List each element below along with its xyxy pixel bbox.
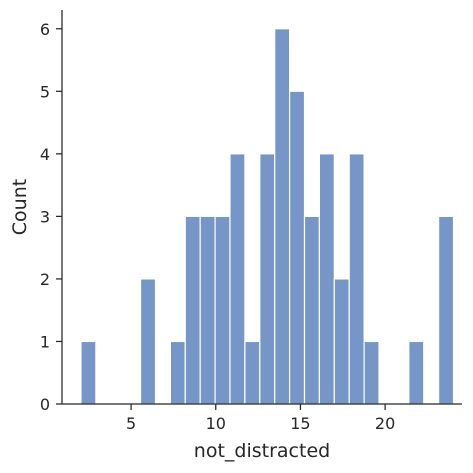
histogram-bar-16 [318, 153, 335, 405]
histogram-bar-8 [199, 215, 216, 405]
y-axis-title: Count [9, 179, 31, 235]
histogram-bar-0 [80, 340, 97, 405]
histogram-bar-12 [259, 153, 276, 405]
x-tick-label: 10 [206, 414, 226, 433]
histogram-bar-14 [289, 90, 306, 405]
histogram-bar-15 [303, 215, 321, 405]
x-tick-label: 20 [375, 414, 395, 433]
histogram-bar-7 [184, 215, 201, 405]
x-tick-label: 15 [290, 414, 310, 433]
histogram-bar-22 [408, 340, 425, 405]
y-tick-label: 2 [40, 270, 50, 289]
histogram-bar-11 [244, 340, 261, 405]
y-axis-ticks: 0 1 2 3 4 5 6 [40, 20, 62, 414]
histogram-bar-13 [274, 28, 291, 405]
histogram-bar-18 [348, 153, 365, 405]
x-axis-ticks: 5 10 15 20 [126, 404, 395, 433]
y-tick-label: 6 [40, 20, 50, 39]
histogram-bar-17 [333, 278, 350, 405]
histogram-bar-4 [139, 278, 157, 405]
bars-group [80, 28, 455, 405]
histogram-bar-24 [438, 215, 455, 405]
y-tick-label: 1 [40, 332, 50, 351]
histogram-bar-19 [363, 340, 380, 405]
y-tick-label: 5 [40, 82, 50, 101]
histogram-bar-10 [229, 153, 246, 405]
y-tick-label: 0 [40, 395, 50, 414]
histogram-bar-9 [214, 215, 231, 405]
y-tick-label: 4 [40, 145, 50, 164]
y-tick-label: 3 [40, 207, 50, 226]
histogram-bar-6 [169, 340, 186, 405]
x-tick-label: 5 [126, 414, 136, 433]
x-axis-title: not_distracted [194, 440, 330, 462]
